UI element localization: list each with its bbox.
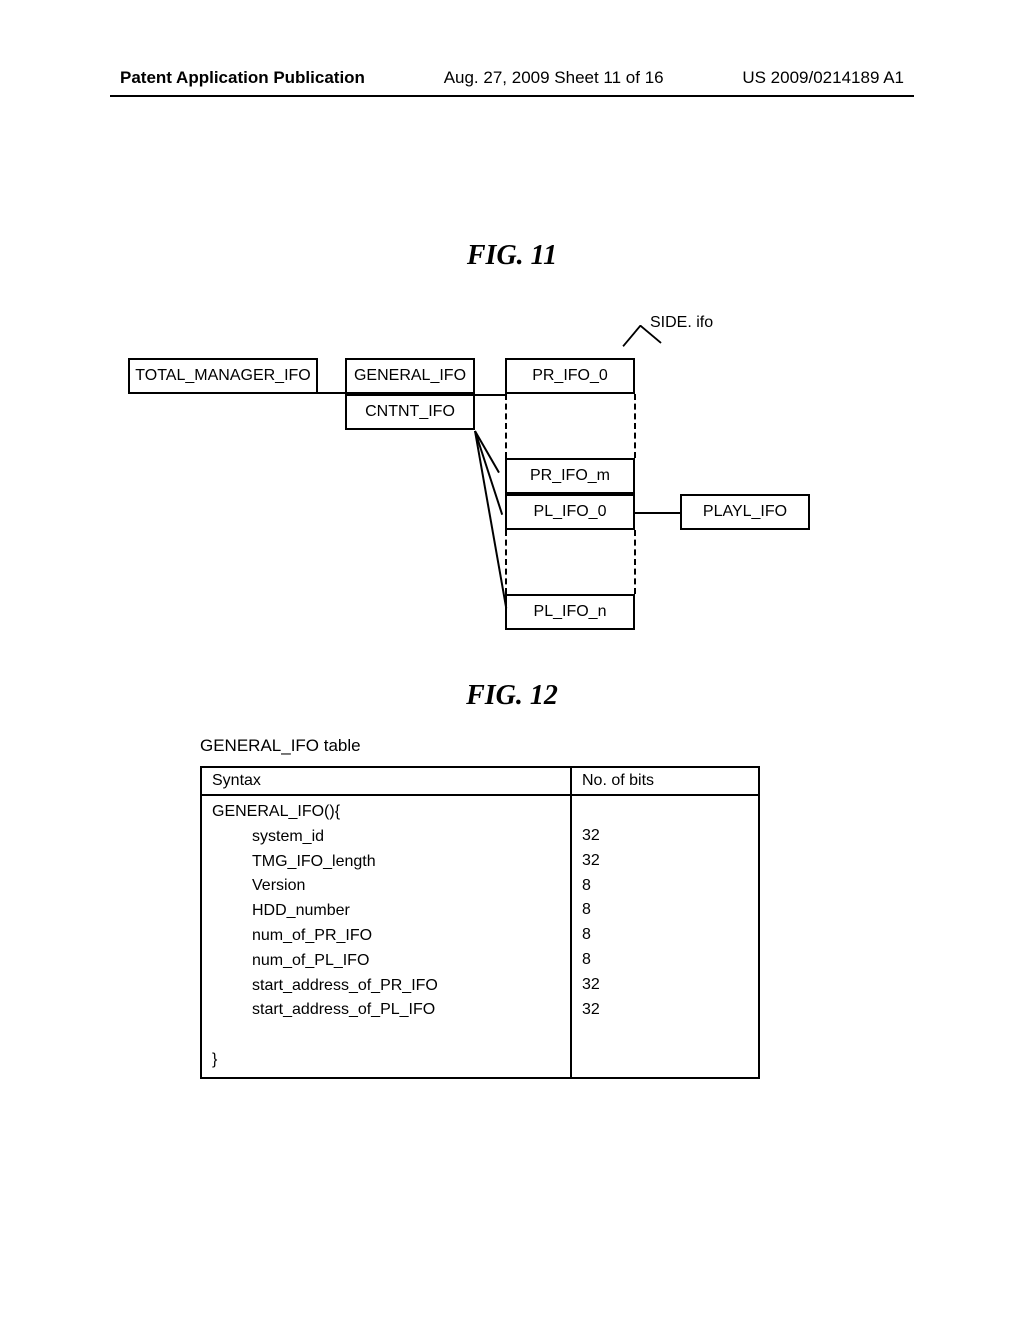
fig11-diagram: SIDE. ifo TOTAL_MANAGER_IFO GENERAL_IFO … (120, 300, 900, 610)
node-pl-ifo-0: PL_IFO_0 (505, 494, 635, 530)
field-5: num_of_PL_IFO (212, 949, 560, 974)
table-body-row: GENERAL_IFO(){ system_id TMG_IFO_length … (201, 795, 759, 1078)
field-4: num_of_PR_IFO (212, 924, 560, 949)
field-6: start_address_of_PR_IFO (212, 974, 560, 999)
field-2: Version (212, 874, 560, 899)
field-7: start_address_of_PL_IFO (212, 998, 560, 1023)
bits-4: 8 (582, 923, 748, 948)
bits-1: 32 (582, 849, 748, 874)
node-total-manager: TOTAL_MANAGER_IFO (128, 358, 318, 394)
node-pr-ifo-m: PR_IFO_m (505, 458, 635, 494)
edge-ci-pr0 (475, 394, 505, 396)
fig12-title: FIG. 12 (0, 680, 1024, 712)
syntax-cell: GENERAL_IFO(){ system_id TMG_IFO_length … (201, 795, 571, 1078)
fig12-caption: GENERAL_IFO table (200, 736, 361, 756)
node-pr-ifo-0: PR_IFO_0 (505, 358, 635, 394)
node-cntnt-ifo: CNTNT_IFO (345, 394, 475, 430)
node-pl-ifo-n: PL_IFO_n (505, 594, 635, 630)
struct-open: GENERAL_IFO(){ (212, 803, 340, 820)
bits-pad (582, 800, 748, 824)
bits-0: 32 (582, 824, 748, 849)
dash-pl-left (505, 530, 507, 594)
field-1: TMG_IFO_length (212, 850, 560, 875)
node-playl-ifo: PLAYL_IFO (680, 494, 810, 530)
table-header-row: Syntax No. of bits (201, 767, 759, 795)
header-mid: Aug. 27, 2009 Sheet 11 of 16 (444, 68, 664, 88)
dash-pr-right (634, 394, 636, 458)
side-label: SIDE. ifo (650, 314, 713, 332)
general-ifo-table: Syntax No. of bits GENERAL_IFO(){ system… (200, 766, 760, 1079)
header-rule (110, 95, 914, 97)
struct-close: } (212, 1051, 217, 1068)
bits-7: 32 (582, 998, 748, 1023)
page-header: Patent Application Publication Aug. 27, … (0, 68, 1024, 88)
edge-pl-play (635, 512, 680, 514)
header-left: Patent Application Publication (120, 68, 365, 88)
dash-pr-left (505, 394, 507, 458)
field-0: system_id (212, 825, 560, 850)
dash-pl-right (634, 530, 636, 594)
bits-2: 8 (582, 874, 748, 899)
bits-6: 32 (582, 973, 748, 998)
node-general-ifo: GENERAL_IFO (345, 358, 475, 394)
header-right: US 2009/0214189 A1 (742, 68, 904, 88)
bits-3: 8 (582, 898, 748, 923)
col-syntax: Syntax (201, 767, 571, 795)
fig11-title: FIG. 11 (0, 240, 1024, 272)
bits-5: 8 (582, 948, 748, 973)
col-bits: No. of bits (571, 767, 759, 795)
edge-tm-gi (318, 392, 345, 394)
field-3: HDD_number (212, 899, 560, 924)
bits-cell: 32 32 8 8 8 8 32 32 (571, 795, 759, 1078)
